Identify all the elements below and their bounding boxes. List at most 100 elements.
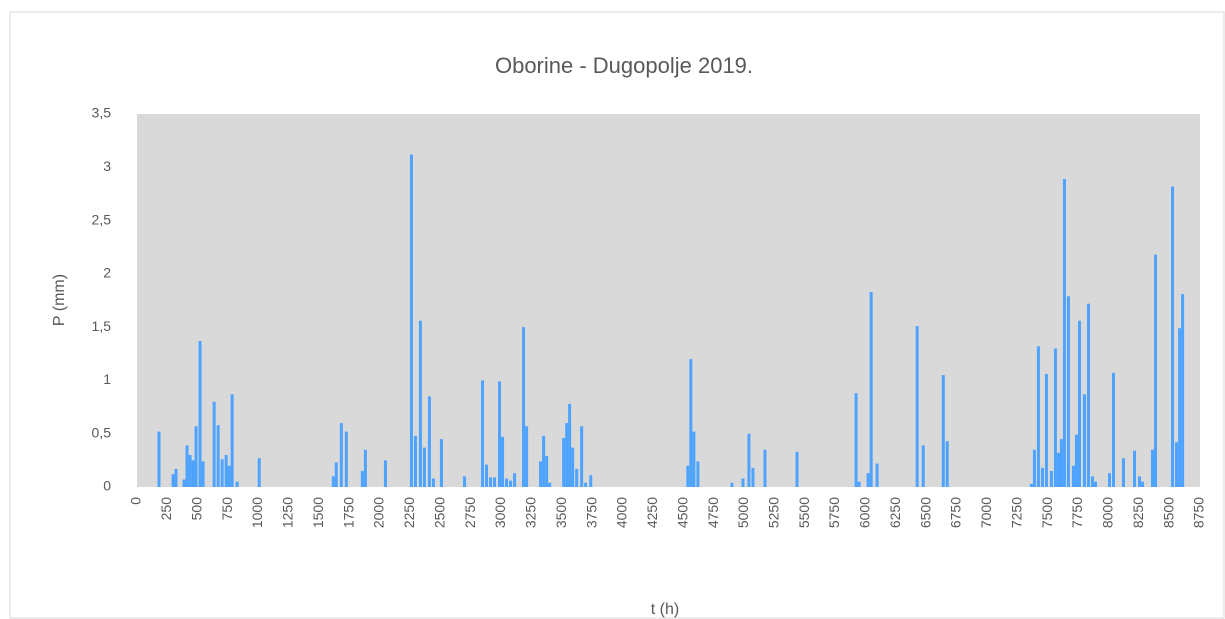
bar	[866, 473, 870, 487]
y-axis-label: P (mm)	[51, 274, 68, 326]
bar	[1044, 374, 1048, 487]
x-tick-label: 2000	[371, 497, 387, 528]
bar	[418, 320, 422, 487]
x-tick-label: 3000	[492, 497, 508, 528]
bar	[1107, 473, 1111, 487]
bar	[413, 435, 417, 487]
bar	[513, 473, 517, 487]
bar	[198, 340, 202, 487]
bar	[171, 474, 175, 487]
x-tick-label: 7750	[1069, 497, 1085, 528]
bar	[575, 468, 579, 487]
x-tick-label: 500	[188, 497, 204, 521]
bar	[1071, 465, 1075, 487]
x-tick-label: 1250	[280, 497, 296, 528]
bar	[571, 447, 575, 487]
bar	[182, 479, 186, 487]
x-tick-label: 3500	[553, 497, 569, 528]
bar	[383, 460, 387, 487]
bar	[509, 480, 513, 487]
bar	[945, 441, 949, 487]
y-tick-label: 1	[103, 371, 111, 387]
bar	[1094, 481, 1098, 487]
y-tick-label: 2	[103, 265, 111, 281]
bar	[188, 455, 192, 487]
x-tick-label: 8250	[1130, 497, 1146, 528]
x-tick-label: 8000	[1100, 497, 1116, 528]
y-tick-label: 0,5	[92, 424, 112, 440]
bar	[1029, 483, 1033, 487]
bar	[191, 460, 195, 487]
x-tick-label: 1750	[340, 497, 356, 528]
bar	[565, 423, 569, 487]
bar	[201, 461, 205, 487]
y-tick-label: 0	[103, 478, 111, 494]
bar	[220, 459, 224, 487]
bar	[1181, 294, 1185, 487]
x-tick-label: 2500	[431, 497, 447, 528]
bar	[174, 468, 178, 487]
bar	[1090, 476, 1094, 487]
x-tick-label: 6000	[857, 497, 873, 528]
bar	[1121, 458, 1125, 487]
y-tick-label: 3,5	[92, 105, 112, 121]
bar	[1175, 442, 1179, 487]
bar	[185, 445, 189, 487]
bar	[1032, 449, 1036, 487]
bar	[692, 431, 696, 487]
bar	[941, 375, 945, 487]
y-tick-label: 2,5	[92, 211, 112, 227]
y-tick-label: 3	[103, 158, 111, 174]
bar	[212, 401, 216, 487]
x-tick-label: 5000	[735, 497, 751, 528]
x-tick-label: 6500	[917, 497, 933, 528]
bar	[505, 478, 509, 487]
bar	[584, 482, 588, 487]
bar	[339, 423, 343, 487]
x-tick-label: 6250	[887, 497, 903, 528]
x-tick-label: 3750	[583, 497, 599, 528]
x-tick-label: 250	[158, 497, 174, 521]
bar	[157, 431, 161, 487]
bar	[869, 291, 873, 487]
bar	[854, 393, 858, 487]
bar	[331, 476, 335, 487]
bar	[498, 381, 502, 487]
bar	[857, 481, 861, 487]
bar	[1086, 303, 1090, 487]
bar	[875, 463, 879, 487]
x-tick-label: 5250	[766, 497, 782, 528]
bar	[580, 426, 584, 487]
bar	[1036, 346, 1040, 487]
bar	[1133, 450, 1137, 487]
bar	[1059, 439, 1063, 487]
bar	[1074, 434, 1078, 487]
bar	[194, 426, 198, 487]
bar	[1138, 476, 1142, 487]
bar	[686, 465, 690, 487]
x-tick-label: 7250	[1008, 497, 1024, 528]
x-tick-label: 3250	[523, 497, 539, 528]
bar	[730, 482, 734, 487]
bar	[427, 396, 431, 487]
x-tick-label: 4000	[614, 497, 630, 528]
bar	[493, 477, 497, 487]
bar	[439, 439, 443, 487]
bar	[539, 461, 543, 487]
bar	[235, 481, 239, 487]
chart-title: Oborine - Dugopolje 2019.	[495, 53, 753, 78]
bar	[422, 447, 426, 487]
bar	[1154, 254, 1158, 487]
bar	[334, 462, 338, 487]
bar	[1112, 372, 1116, 487]
plot-area	[137, 114, 1200, 487]
bar	[568, 403, 572, 487]
x-tick-label: 1500	[310, 497, 326, 528]
x-tick-label: 2250	[401, 497, 417, 528]
x-tick-label: 6750	[948, 497, 964, 528]
bar	[1077, 320, 1081, 487]
bar	[747, 433, 751, 487]
bar	[1053, 348, 1057, 487]
bar	[522, 327, 526, 487]
